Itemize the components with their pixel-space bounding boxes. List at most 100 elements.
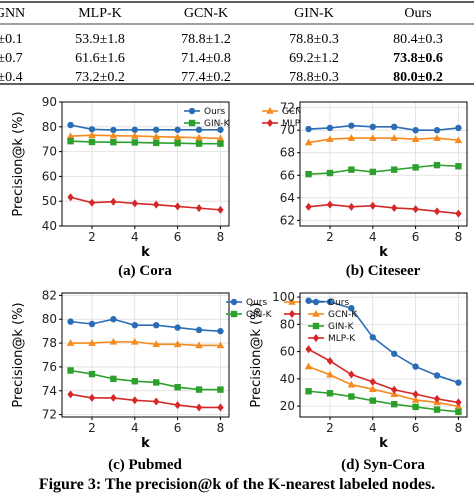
data-point (67, 367, 74, 374)
legend-label: GIN-K (328, 322, 355, 332)
data-point (66, 339, 75, 346)
data-point (110, 316, 117, 323)
table-cell: 71.4±0.8 (181, 51, 231, 66)
data-point (305, 125, 312, 133)
data-point (348, 393, 355, 400)
y-tick-label: 82 (42, 288, 57, 302)
plot-frame (299, 292, 468, 418)
data-point (433, 161, 441, 169)
series-line (70, 393, 221, 409)
y-tick-label: 72 (42, 408, 57, 422)
data-point (433, 134, 441, 141)
series-line (308, 365, 459, 408)
data-point (188, 107, 196, 115)
data-point (304, 362, 313, 370)
table-cell: ±0.7 (0, 51, 23, 66)
data-point (455, 379, 462, 386)
data-point (433, 372, 441, 379)
y-axis-label: Precision@k (%) (11, 111, 26, 216)
series-line (308, 124, 459, 131)
data-point (348, 202, 355, 211)
data-point (312, 334, 320, 342)
data-point (412, 205, 419, 214)
data-point (305, 202, 312, 211)
data-point (195, 140, 203, 147)
data-point (455, 408, 462, 416)
data-point (195, 326, 203, 334)
data-point (88, 198, 96, 207)
data-point (174, 126, 181, 133)
data-point (454, 136, 463, 144)
y-axis-label: Precision@k (%) (249, 302, 264, 407)
series-line (308, 164, 459, 175)
data-point (153, 379, 160, 386)
data-point (217, 403, 224, 412)
x-tick-label: 6 (174, 421, 182, 435)
legend-label: Ours (328, 298, 349, 308)
y-tick-label: 78 (42, 336, 57, 350)
data-point (305, 345, 312, 354)
data-point (412, 403, 419, 411)
data-point (174, 139, 181, 147)
data-point (174, 324, 181, 331)
data-point (152, 340, 161, 348)
data-point (188, 119, 196, 127)
y-axis-label: Precision@k (%) (11, 302, 26, 407)
data-point (217, 205, 224, 214)
plot-frame (61, 101, 230, 227)
data-point (217, 386, 224, 393)
series-line (70, 341, 221, 347)
data-point (110, 138, 117, 146)
table-cell: 78.8±0.3 (289, 32, 339, 47)
data-point (131, 126, 138, 133)
x-axis-label: k (141, 245, 150, 260)
data-point (67, 137, 74, 145)
data-point (368, 385, 377, 393)
y-tick-label: 100 (272, 290, 295, 304)
legend-label: Ours (246, 298, 267, 308)
table-cell: 73.2±0.2 (75, 70, 125, 85)
table-header-cell: Ours (404, 6, 431, 21)
data-point (369, 334, 376, 341)
data-point (109, 131, 118, 139)
data-point (304, 138, 313, 146)
data-point (195, 126, 203, 133)
data-point (217, 126, 224, 133)
data-point (433, 207, 441, 216)
data-point (390, 134, 399, 141)
data-point (67, 193, 74, 202)
data-point (266, 107, 274, 114)
plot-area (300, 293, 467, 417)
data-point (195, 133, 203, 141)
series-line (70, 369, 221, 391)
chart-subtitle: (d) Syn-Cora (341, 457, 425, 473)
series-line (70, 124, 221, 131)
legend-label: GCN-K (328, 310, 358, 320)
data-point (266, 119, 274, 127)
table-cell: 78.8±0.3 (289, 70, 339, 85)
data-point (153, 126, 160, 133)
data-point (391, 123, 398, 130)
data-point (217, 327, 224, 335)
y-tick-label: 80 (42, 312, 57, 326)
data-point (67, 390, 74, 399)
data-point (347, 134, 356, 141)
table-cell: 61.6±1.6 (75, 51, 125, 66)
table-cell: ±0.1 (0, 32, 23, 47)
chart-subtitle: (b) Citeseer (346, 263, 421, 279)
data-point (153, 397, 160, 406)
data-point (326, 200, 334, 209)
data-point (88, 370, 96, 378)
data-point (412, 126, 419, 134)
data-point (312, 310, 320, 317)
series-line (308, 203, 459, 215)
data-point (131, 139, 138, 146)
data-point (369, 123, 376, 130)
data-point (433, 406, 441, 413)
data-point (152, 132, 161, 140)
data-point (326, 135, 334, 142)
data-point (433, 126, 441, 134)
data-point (66, 132, 75, 140)
